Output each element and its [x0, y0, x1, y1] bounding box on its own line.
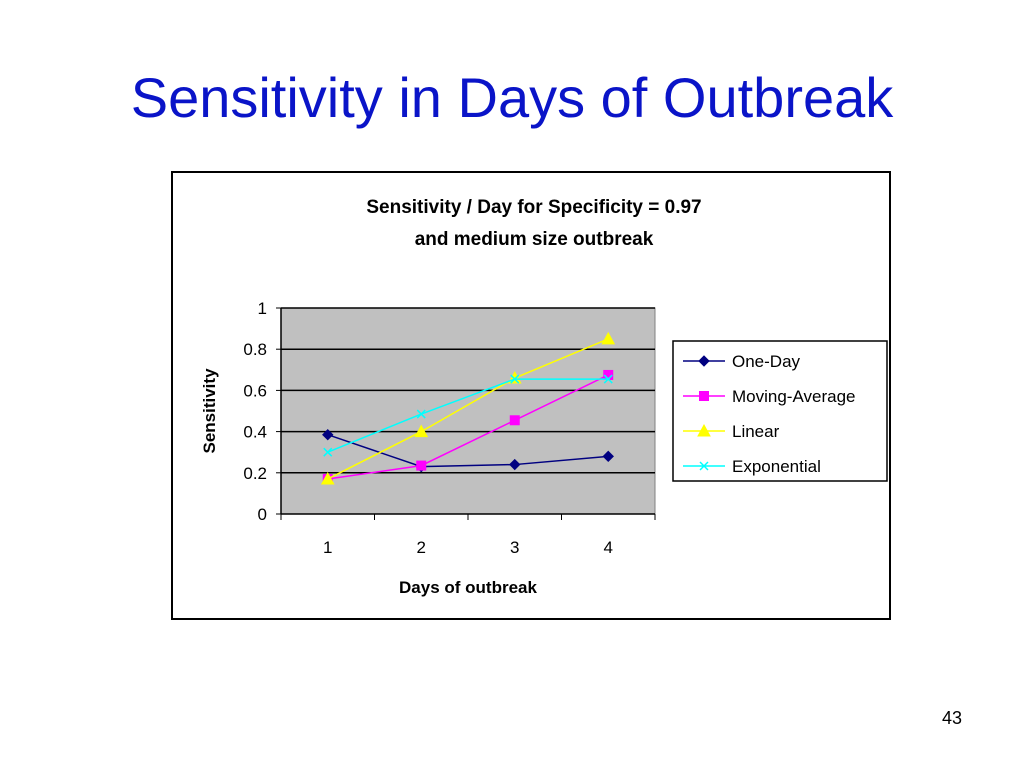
legend-marker: [698, 355, 710, 367]
plot-area: [280, 307, 656, 515]
x-tick-label: 2: [417, 538, 426, 557]
data-point: [416, 460, 427, 471]
data-point: [602, 450, 614, 463]
legend-label: Linear: [732, 422, 780, 441]
legend-marker: [699, 461, 709, 471]
x-tick-label: 4: [604, 538, 613, 557]
y-tick-label: 1: [258, 299, 267, 318]
data-point: [601, 331, 616, 345]
data-point: [510, 374, 520, 384]
y-tick-label: 0.2: [243, 464, 267, 483]
chart-title-line: Sensitivity / Day for Specificity = 0.97: [366, 197, 701, 218]
line-chart: Sensitivity / Day for Specificity = 0.97…: [200, 197, 888, 597]
chart-title-line: and medium size outbreak: [415, 229, 654, 250]
legend-label: Moving-Average: [732, 387, 855, 406]
y-tick-label: 0.8: [243, 340, 267, 359]
data-point: [509, 458, 521, 471]
chart-frame: Sensitivity / Day for Specificity = 0.97…: [171, 171, 891, 620]
data-point: [603, 374, 613, 384]
y-tick-label: 0.4: [243, 423, 267, 442]
x-tick-label: 1: [323, 538, 332, 557]
data-point: [323, 447, 333, 457]
legend-box: [672, 340, 888, 482]
x-axis-label: Days of outbreak: [399, 578, 537, 597]
data-point: [320, 471, 335, 485]
legend-marker: [699, 391, 709, 401]
x-tick-label: 3: [510, 538, 519, 557]
data-point: [322, 428, 334, 441]
series-line-3: [327, 378, 609, 453]
series-line-2: [327, 338, 609, 480]
legend-label: One-Day: [732, 352, 801, 371]
series-line-1: [327, 374, 609, 480]
y-tick-label: 0.6: [243, 381, 267, 400]
legend-label: Exponential: [732, 457, 821, 476]
legend-marker: [697, 423, 711, 437]
data-point: [416, 409, 426, 419]
page-number: 43: [941, 708, 962, 728]
data-point: [509, 415, 520, 426]
data-point: [414, 424, 429, 438]
series-line-0: [327, 433, 609, 468]
slide-title: Sensitivity in Days of Outbreak: [130, 66, 894, 129]
y-axis-label: Sensitivity: [200, 368, 219, 454]
y-tick-label: 0: [258, 505, 267, 524]
